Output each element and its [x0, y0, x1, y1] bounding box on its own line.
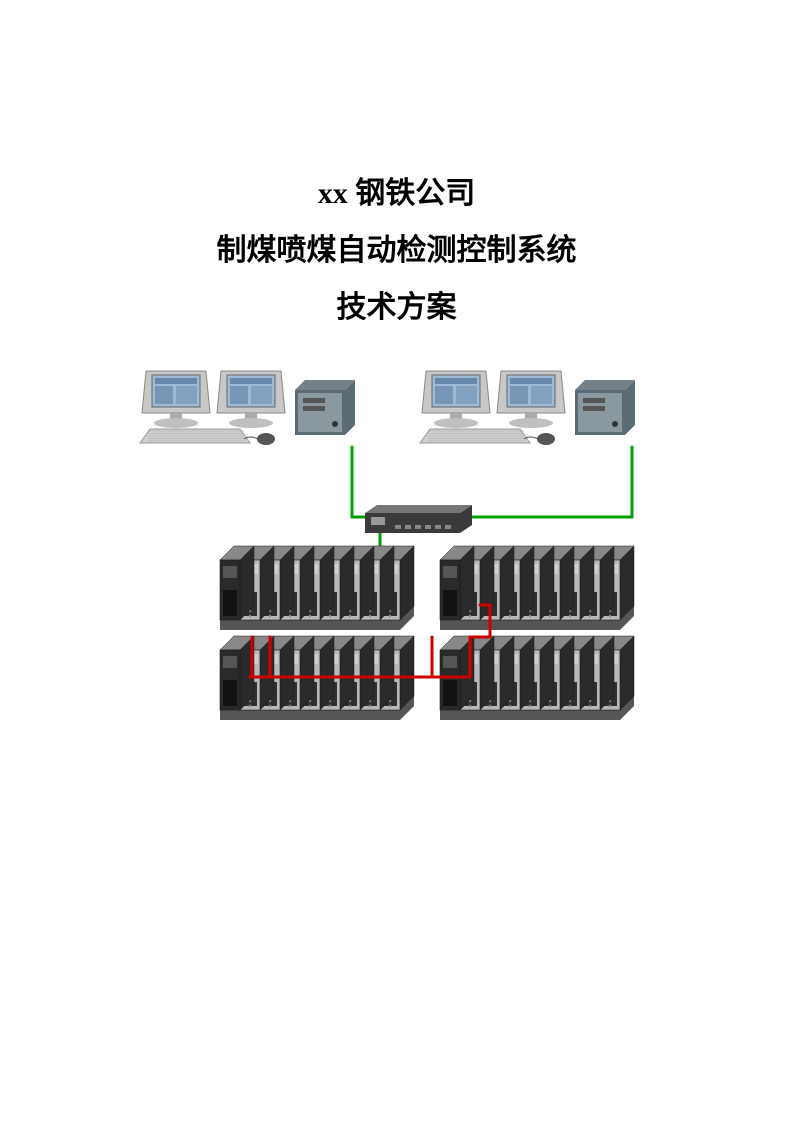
title-line-1: xx 钢铁公司	[0, 165, 793, 222]
document-title-block: xx 钢铁公司 制煤喷煤自动检测控制系统 技术方案	[0, 165, 793, 336]
network-topology-diagram	[110, 365, 680, 745]
diagram-svg	[110, 365, 680, 745]
title-line-3: 技术方案	[0, 279, 793, 336]
title-line-2: 制煤喷煤自动检测控制系统	[0, 222, 793, 279]
